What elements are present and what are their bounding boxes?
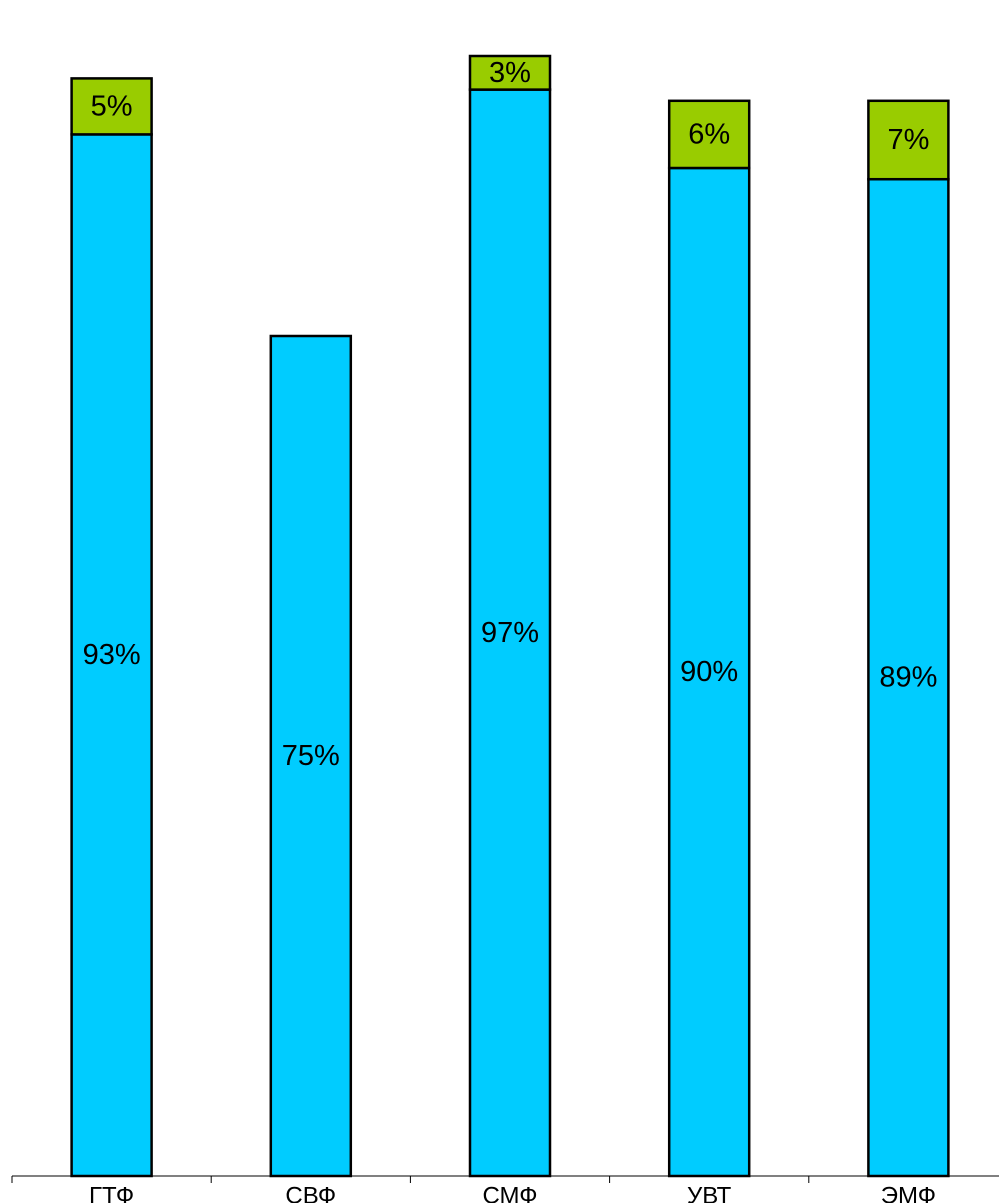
bar-series-1-2 (269, 334, 353, 1178)
data-label-series-1-1: 93% (83, 639, 141, 671)
bar-series-2-4 (667, 99, 751, 170)
x-tick-label-3: СМФ (482, 1183, 537, 1203)
x-tick-label-2: СВФ (285, 1183, 336, 1203)
x-tick-label-4: УВТ (687, 1183, 732, 1203)
bar-series-1-5 (867, 177, 950, 1178)
data-label-series-1-4: 90% (680, 656, 738, 688)
data-label-series-2-5: 7% (887, 124, 929, 156)
bar-series-2-5 (867, 99, 950, 181)
bar-series-1-4 (667, 166, 751, 1178)
bars-layer (70, 54, 950, 1178)
data-label-series-2-1: 5% (91, 90, 133, 122)
data-label-series-1-3: 97% (481, 617, 539, 649)
x-tick-label-5: ЭМФ (881, 1183, 936, 1203)
data-label-series-1-2: 75% (282, 740, 340, 772)
bar-series-2-1 (70, 77, 153, 136)
x-tick-label-1: ГТФ (89, 1183, 134, 1203)
x-axis: ГТФ СВФ СМФ УВТ ЭМФ (11, 1175, 999, 1203)
data-label-series-2-3: 3% (489, 57, 531, 89)
data-label-series-1-5: 89% (879, 662, 937, 694)
bar-series-1-1 (70, 133, 153, 1178)
data-labels-layer: 93% 5% 75% 97% 3% 90% 6% 89% 7% (83, 57, 938, 772)
bar-series-2-3 (468, 54, 552, 91)
bar-series-1-3 (468, 88, 552, 1178)
data-label-series-2-4: 6% (688, 118, 730, 150)
